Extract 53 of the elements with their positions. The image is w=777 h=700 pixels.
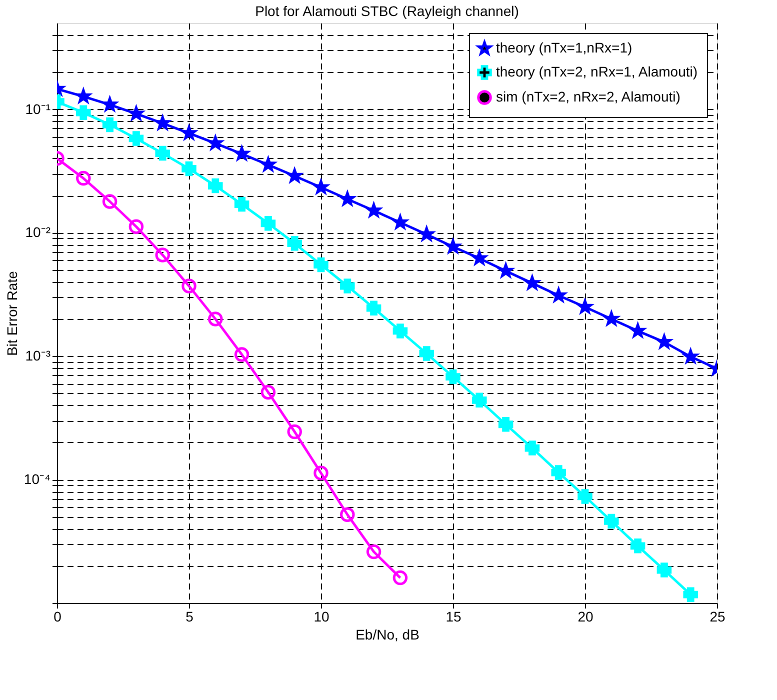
point — [128, 219, 144, 234]
point — [128, 131, 144, 146]
point — [76, 105, 91, 120]
point — [524, 440, 540, 456]
y-tick-label: 10⁻² — [25, 224, 51, 240]
legend-label: theory (nTx=2, nRx=1, Alamouti) — [496, 64, 698, 80]
point — [155, 248, 170, 262]
point — [683, 587, 698, 602]
x-tick-label: 5 — [186, 608, 194, 624]
y-axis-title: Bit Error Rate — [4, 270, 20, 356]
point — [340, 278, 355, 294]
y-tick-label: 10⁻⁴ — [24, 471, 50, 488]
point — [419, 346, 434, 361]
point — [366, 300, 382, 316]
point — [314, 257, 328, 272]
point — [102, 194, 118, 209]
y-tick-label: 10⁻³ — [25, 348, 51, 364]
point — [260, 384, 276, 400]
point — [472, 392, 487, 408]
point — [551, 465, 566, 480]
point — [366, 544, 382, 560]
legend-label: theory (nTx=1,nRx=1) — [496, 40, 632, 56]
x-tick-label: 0 — [54, 608, 62, 624]
point — [234, 347, 250, 362]
point — [656, 562, 672, 578]
x-tick-label: 25 — [710, 608, 726, 624]
point — [287, 424, 302, 440]
point — [604, 514, 619, 529]
point — [287, 236, 302, 251]
point — [630, 538, 646, 554]
point — [208, 312, 223, 326]
point — [208, 178, 223, 194]
x-tick-label: 20 — [578, 608, 594, 624]
point — [340, 507, 355, 522]
legend-label: sim (nTx=2, nRx=2, Alamouti) — [496, 88, 680, 104]
chart-title: Plot for Alamouti STBC (Rayleigh channel) — [255, 3, 519, 19]
point — [392, 570, 408, 586]
x-axis-title: Eb/No, dB — [356, 626, 420, 642]
x-tick-label: 10 — [314, 608, 330, 624]
point — [182, 161, 196, 176]
point — [102, 117, 118, 132]
point — [446, 369, 460, 384]
point — [76, 170, 91, 186]
y-tick-label: 10⁻¹ — [25, 100, 51, 117]
point — [260, 216, 276, 231]
x-tick-label: 15 — [446, 608, 462, 624]
point — [155, 146, 170, 161]
point — [182, 278, 196, 294]
point — [314, 466, 328, 480]
point — [578, 489, 592, 504]
point — [392, 324, 408, 338]
point — [498, 417, 514, 432]
point — [234, 196, 250, 212]
